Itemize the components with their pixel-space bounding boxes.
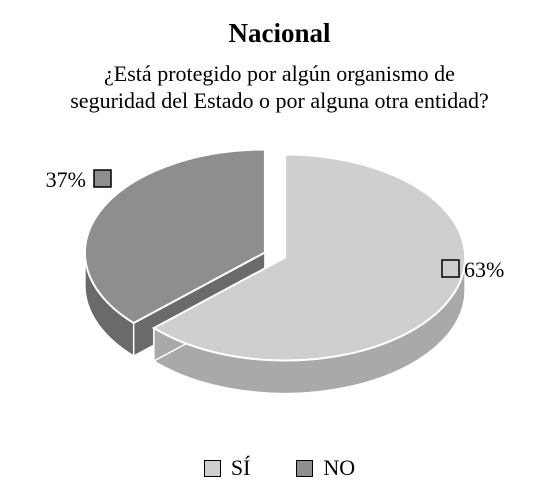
legend-label-si: SÍ [230,455,251,480]
data-label-no: 37% [46,167,86,192]
legend-swatch-no [296,459,314,477]
subtitle-line-2: seguridad del Estado o por alguna otra e… [70,88,489,113]
slice-top-no [83,148,266,325]
chart-legend: SÍ NO [0,455,559,481]
legend-item-no: NO [296,455,355,481]
chart-title: Nacional [228,18,331,48]
legend-swatch-si [203,459,221,477]
chart-subtitle: ¿Está protegido por algún organismo de s… [0,60,559,114]
pie-slice-si [151,153,467,395]
legend-item-si: SÍ [203,455,251,481]
data-label-swatch-si [441,259,460,278]
legend-label-no: NO [323,455,356,480]
data-label-swatch-no [93,169,112,188]
data-label-si: 63% [464,257,504,282]
slice-top-si [151,153,467,362]
subtitle-line-1: ¿Está protegido por algún organismo de [104,61,455,86]
